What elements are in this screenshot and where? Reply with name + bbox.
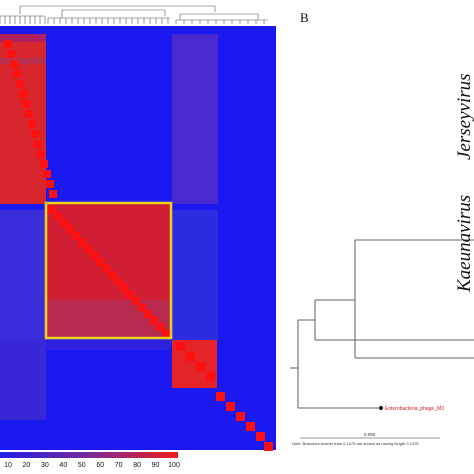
color-scale-bar: 10 20 30 40 50 60 70 80 90 100: [0, 452, 180, 469]
diagonal-cell: [90, 251, 98, 260]
diagonal-cell: [114, 277, 122, 286]
diagonal-cell: [4, 40, 12, 48]
cross-block: [172, 34, 218, 204]
diagonal-cell: [10, 60, 18, 68]
highlight-box: [44, 201, 173, 340]
diagonal-cell: [19, 90, 27, 98]
phylogenetic-tree: Enterobacteria_phage_M3 0.050 Note: Bran…: [290, 239, 474, 446]
colorbar-tick-label: 70: [115, 462, 123, 469]
diagonal-cell: [126, 290, 134, 299]
diagonal-cell: [78, 238, 86, 247]
diagonal-cell: [40, 160, 48, 168]
diagonal-cell: [31, 130, 39, 138]
diagonal-cell: [84, 245, 92, 253]
diagonal-cell: [144, 310, 152, 318]
colorbar-tick-label: 60: [96, 462, 104, 469]
diagonal-cell: [60, 219, 68, 227]
colorbar-tick-label: 30: [41, 462, 49, 469]
diagonal-cell: [186, 352, 195, 361]
diagonal-cell: [49, 190, 57, 198]
diagonal-cell: [156, 323, 164, 331]
cross-block: [172, 210, 218, 340]
colorbar-tick-label: 20: [23, 462, 31, 469]
diagonal-cell: [54, 212, 62, 221]
diagonal-cell: [102, 264, 110, 273]
heatmap-panel: 10 20 30 40 50 60 70 80 90 100: [0, 5, 276, 469]
diagonal-cell: [216, 392, 225, 401]
identity-heatmap: [0, 26, 276, 451]
diagonal-cell: [48, 206, 56, 214]
diagonal-cell: [176, 342, 185, 351]
diagonal-cell: [72, 232, 80, 240]
diagonal-cell: [206, 372, 215, 381]
tree-branches: [290, 239, 474, 409]
diagonal-cell: [138, 303, 146, 312]
tip-node-marker: [379, 406, 383, 410]
colorbar-gradient: [0, 452, 178, 458]
diagonal-cell: [108, 271, 116, 279]
cluster-band: [0, 58, 46, 64]
diagonal-cell: [132, 297, 140, 305]
diagonal-cell: [196, 362, 205, 371]
diagonal-cell: [25, 110, 33, 118]
diagonal-cell: [13, 70, 21, 78]
tip-label: Enterobacteria_phage_M3: [385, 406, 444, 412]
colorbar-tick-label: 10: [4, 462, 12, 469]
column-dendrogram: [0, 5, 268, 24]
colorbar-tick-label: 50: [78, 462, 86, 469]
panel-label-b: B: [300, 10, 309, 25]
colorbar-tick-label: 100: [168, 462, 180, 469]
diagonal-cell: [150, 316, 158, 325]
cluster-band: [47, 300, 170, 337]
cross-block: [0, 210, 46, 340]
diagonal-cell: [28, 120, 36, 128]
diagonal-cell: [43, 170, 51, 178]
colorbar-tick-label: 80: [133, 462, 141, 469]
diagonal-cell: [66, 225, 74, 234]
cluster-band: [0, 34, 46, 42]
diagonal-cell: [96, 258, 104, 266]
diagonal-cell: [16, 80, 24, 88]
diagonal-cell: [256, 432, 265, 441]
cross-block: [46, 340, 171, 350]
diagonal-cell: [246, 422, 255, 431]
scale-bar-value: 0.050: [364, 432, 376, 437]
cross-block: [0, 340, 46, 420]
diagonal-cell: [226, 402, 235, 411]
diagonal-cell: [236, 412, 245, 421]
colorbar-tick-label: 40: [59, 462, 67, 469]
diagonal-cell: [7, 50, 15, 58]
diagonal-cell: [34, 140, 42, 148]
diagonal-cell: [37, 150, 45, 158]
branch-length-note: Note: Branches shorter than 0.1475 are s…: [292, 441, 419, 446]
diagonal-cell: [120, 284, 128, 292]
diagonal-cell: [22, 100, 30, 108]
diagonal-cell: [46, 180, 54, 188]
diagonal-cell: [162, 329, 170, 338]
diagonal-cell: [264, 442, 273, 451]
colorbar-tick-label: 90: [152, 462, 160, 469]
